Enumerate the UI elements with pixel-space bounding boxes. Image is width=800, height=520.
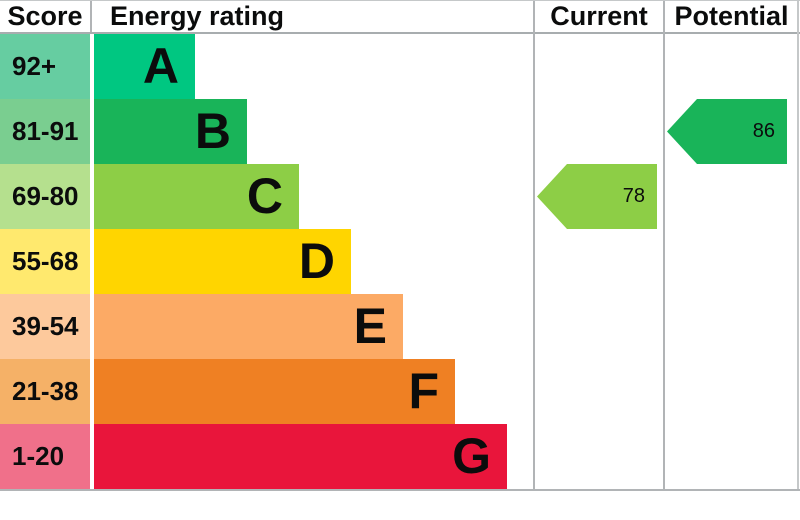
rating-letter-e: E [353, 298, 387, 354]
divider-current-potential [663, 1, 665, 491]
divider-rating-current [533, 1, 535, 491]
rating-bar-f: F [94, 359, 455, 424]
band-row-e: 39-54 E [0, 294, 533, 359]
band-row-f: 21-38 F [0, 359, 533, 424]
band-rows: 92+ A 81-91 B 69-80 C 55-68 D 39-54 [0, 34, 533, 489]
potential-rating-arrow: 86 [667, 99, 787, 164]
rating-bar-g: G [94, 424, 507, 489]
band-row-g: 1-20 G [0, 424, 533, 489]
table-bottom-border [0, 489, 800, 491]
header-energy-rating: Energy rating [110, 1, 285, 31]
rating-bar-a: A [94, 34, 195, 99]
score-range-c: 69-80 [0, 164, 90, 229]
score-range-a: 92+ [0, 34, 90, 99]
rating-letter-g: G [452, 428, 491, 484]
band-row-d: 55-68 D [0, 229, 533, 294]
header-potential: Potential [674, 1, 789, 31]
divider-score-rating [90, 1, 92, 32]
rating-bar-c: C [94, 164, 299, 229]
rating-letter-d: D [298, 233, 335, 289]
score-range-e: 39-54 [0, 294, 90, 359]
band-row-b: 81-91 B [0, 99, 533, 164]
band-row-a: 92+ A [0, 34, 533, 99]
table-right-border [797, 1, 799, 491]
band-row-c: 69-80 C [0, 164, 533, 229]
header-current: Current [550, 1, 648, 31]
score-range-f: 21-38 [0, 359, 90, 424]
potential-rating-value: 86 [752, 120, 775, 142]
current-rating-arrow: 78 [537, 164, 657, 229]
table-header: Score Energy rating Current Potential [0, 1, 800, 34]
score-range-b: 81-91 [0, 99, 90, 164]
header-score: Score [7, 1, 83, 31]
current-rating-value: 78 [622, 185, 645, 207]
rating-bar-e: E [94, 294, 403, 359]
score-range-g: 1-20 [0, 424, 90, 489]
rating-letter-c: C [246, 168, 283, 224]
rating-bar-d: D [94, 229, 351, 294]
rating-letter-b: B [194, 103, 231, 159]
rating-bar-b: B [94, 99, 247, 164]
rating-letter-f: F [408, 363, 439, 419]
score-range-d: 55-68 [0, 229, 90, 294]
rating-letter-a: A [142, 38, 179, 94]
